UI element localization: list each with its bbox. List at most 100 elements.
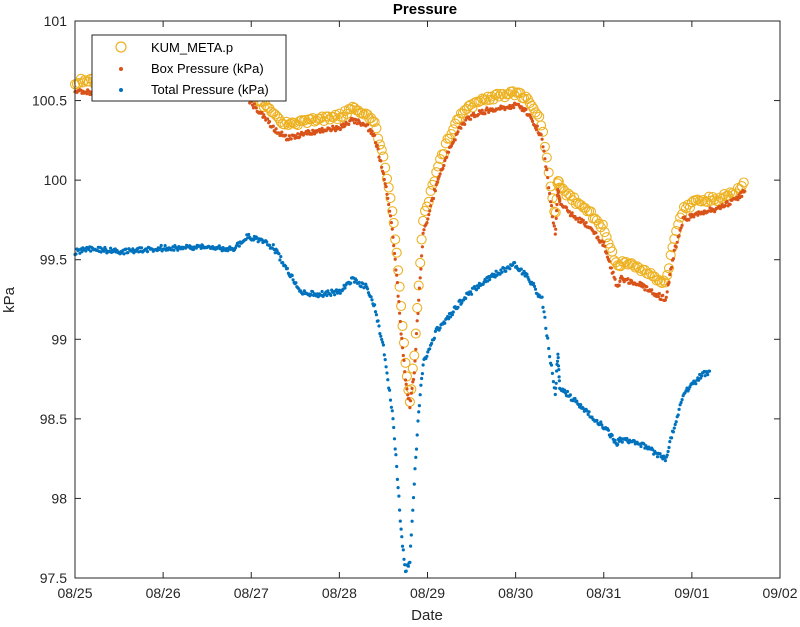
data-point <box>449 144 453 148</box>
data-point <box>613 277 617 281</box>
data-point <box>284 133 288 137</box>
data-point <box>401 353 405 358</box>
data-point <box>544 326 548 330</box>
data-point <box>406 564 410 568</box>
data-point <box>370 298 374 302</box>
data-point <box>374 313 378 317</box>
data-point <box>405 387 409 391</box>
data-point <box>416 234 427 245</box>
data-point <box>556 364 561 368</box>
data-point <box>388 217 399 228</box>
data-point <box>473 97 484 108</box>
data-point <box>392 425 396 430</box>
data-point <box>532 281 536 286</box>
data-point <box>311 290 315 294</box>
data-point <box>570 211 574 215</box>
data-point <box>382 177 386 182</box>
data-point <box>420 245 424 249</box>
series-layer <box>69 73 749 574</box>
data-point <box>403 370 407 374</box>
data-point <box>547 193 558 204</box>
data-point <box>393 447 397 451</box>
ticks-layer: 08/25 08/26 08/27 08/28 08/29 08/30 08/31 09/01… <box>32 13 798 601</box>
data-point <box>673 422 677 427</box>
x-tick-label: 08/31 <box>586 585 621 601</box>
data-point <box>438 326 442 330</box>
data-point <box>563 388 567 392</box>
data-point <box>416 311 420 316</box>
data-point <box>703 374 707 378</box>
data-point <box>541 152 552 163</box>
data-point <box>476 286 480 290</box>
data-point <box>395 477 399 481</box>
data-point <box>402 557 406 561</box>
data-point <box>414 447 419 451</box>
data-point <box>556 352 560 356</box>
data-point <box>586 412 590 416</box>
data-point <box>661 293 665 297</box>
data-point <box>398 319 402 324</box>
data-point <box>476 112 480 117</box>
data-point <box>395 273 399 277</box>
data-point <box>658 452 662 456</box>
data-point <box>740 194 744 198</box>
data-point <box>671 257 676 261</box>
data-point <box>557 375 561 379</box>
data-point <box>421 363 425 367</box>
data-point <box>417 298 421 302</box>
data-point <box>412 482 416 486</box>
data-point <box>683 215 687 219</box>
data-point <box>267 243 272 247</box>
data-point <box>680 398 684 402</box>
data-point <box>554 386 558 390</box>
data-point <box>469 117 473 121</box>
data-point <box>541 145 545 149</box>
data-point <box>602 240 606 244</box>
data-point <box>406 393 410 397</box>
data-point <box>639 444 643 449</box>
data-point <box>540 295 544 299</box>
data-point <box>738 177 749 188</box>
data-point <box>390 234 401 245</box>
data-point <box>524 107 528 111</box>
data-point <box>71 79 83 90</box>
data-point <box>437 175 441 179</box>
data-point <box>381 171 385 176</box>
x-tick-label: 08/30 <box>498 585 533 601</box>
data-point <box>280 130 284 134</box>
data-point <box>395 281 399 285</box>
data-point <box>411 377 416 382</box>
data-point <box>557 368 561 372</box>
data-point <box>451 140 455 144</box>
data-point <box>723 203 727 208</box>
data-point <box>674 420 678 424</box>
data-point <box>587 410 591 414</box>
data-point <box>525 272 529 277</box>
data-point <box>383 182 394 193</box>
data-point <box>620 440 624 444</box>
data-point <box>347 122 351 126</box>
x-tick-label: 08/28 <box>322 585 357 601</box>
data-point <box>611 270 615 274</box>
data-point <box>549 204 554 208</box>
data-point <box>625 436 629 441</box>
x-tick-label: 08/27 <box>234 585 269 601</box>
data-point <box>385 192 389 196</box>
data-point <box>600 423 604 427</box>
data-point <box>504 269 508 273</box>
data-point <box>397 320 408 331</box>
data-point <box>357 280 361 284</box>
data-point <box>349 281 353 285</box>
data-point <box>707 369 712 373</box>
data-point <box>378 332 382 336</box>
data-point <box>381 340 385 344</box>
data-point <box>386 196 390 200</box>
data-point <box>279 255 283 259</box>
data-point <box>443 159 447 163</box>
data-point <box>418 393 422 397</box>
data-point <box>361 282 365 286</box>
y-tick-label: 100.5 <box>32 93 67 109</box>
data-point <box>417 404 421 408</box>
y-tick-label: 97.5 <box>40 570 67 586</box>
data-point <box>692 215 696 219</box>
